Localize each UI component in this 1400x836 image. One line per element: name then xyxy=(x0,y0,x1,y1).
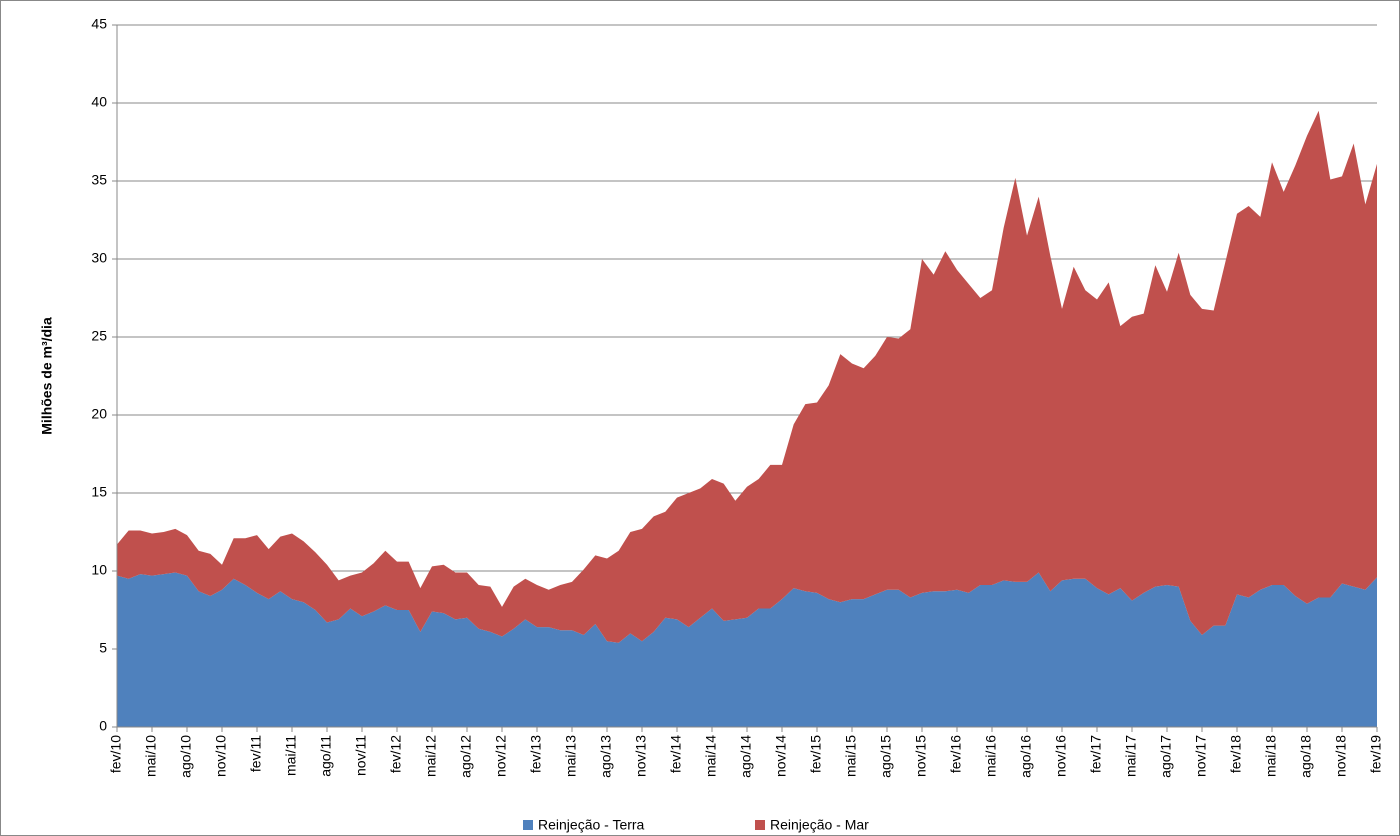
y-axis-title: Milhões de m³/dia xyxy=(39,317,55,435)
x-tick-label: fev/11 xyxy=(248,735,264,772)
x-tick-label: mai/18 xyxy=(1263,735,1279,777)
y-tick-label: 40 xyxy=(91,94,107,110)
x-tick-label: ago/14 xyxy=(738,735,754,778)
y-tick-label: 35 xyxy=(91,172,107,188)
x-tick-label: mai/15 xyxy=(843,735,859,777)
x-tick-label: fev/16 xyxy=(948,735,964,773)
x-tick-label: fev/17 xyxy=(1088,735,1104,773)
x-tick-label: fev/14 xyxy=(668,735,684,773)
y-tick-label: 10 xyxy=(91,562,107,578)
area xyxy=(117,110,1377,643)
x-tick-label: fev/18 xyxy=(1228,735,1244,773)
y-tick-label: 0 xyxy=(99,718,107,734)
x-tick-label: ago/11 xyxy=(318,735,334,777)
legend-swatch xyxy=(755,820,765,830)
y-tick-label: 45 xyxy=(91,16,107,32)
x-tick-label: nov/10 xyxy=(213,735,229,777)
y-tick-label: 5 xyxy=(99,640,107,656)
x-tick-label: mai/12 xyxy=(423,735,439,777)
x-tick-label: ago/10 xyxy=(178,735,194,778)
x-tick-label: mai/11 xyxy=(283,735,299,776)
x-tick-label: nov/11 xyxy=(353,735,369,776)
y-tick-label: 15 xyxy=(91,484,107,500)
y-tick-label: 20 xyxy=(91,406,107,422)
legend-swatch xyxy=(523,820,533,830)
y-tick-label: 30 xyxy=(91,250,107,266)
x-tick-label: fev/15 xyxy=(808,735,824,773)
x-tick-label: ago/12 xyxy=(458,735,474,778)
x-tick-label: ago/15 xyxy=(878,735,894,778)
x-tick-label: mai/10 xyxy=(143,735,159,777)
area xyxy=(117,572,1377,727)
legend-label: Reinjeção - Terra xyxy=(538,817,645,833)
x-tick-label: mai/17 xyxy=(1123,735,1139,777)
x-tick-label: nov/18 xyxy=(1333,735,1349,777)
x-tick-label: fev/19 xyxy=(1368,735,1384,773)
x-tick-label: fev/13 xyxy=(528,735,544,773)
y-tick-label: 25 xyxy=(91,328,107,344)
x-tick-label: nov/15 xyxy=(913,735,929,777)
x-tick-label: ago/16 xyxy=(1018,735,1034,778)
legend-label: Reinjeção - Mar xyxy=(770,817,869,833)
x-tick-label: nov/17 xyxy=(1193,735,1209,777)
x-tick-label: ago/13 xyxy=(598,735,614,778)
x-tick-label: nov/16 xyxy=(1053,735,1069,777)
x-tick-label: fev/10 xyxy=(108,735,124,773)
x-tick-label: mai/13 xyxy=(563,735,579,777)
x-tick-label: ago/18 xyxy=(1298,735,1314,778)
x-tick-label: nov/13 xyxy=(633,735,649,777)
x-tick-label: mai/14 xyxy=(703,735,719,777)
x-tick-label: nov/14 xyxy=(773,735,789,777)
x-tick-label: nov/12 xyxy=(493,735,509,777)
x-tick-label: mai/16 xyxy=(983,735,999,777)
x-tick-label: ago/17 xyxy=(1158,735,1174,778)
x-tick-label: fev/12 xyxy=(388,735,404,773)
